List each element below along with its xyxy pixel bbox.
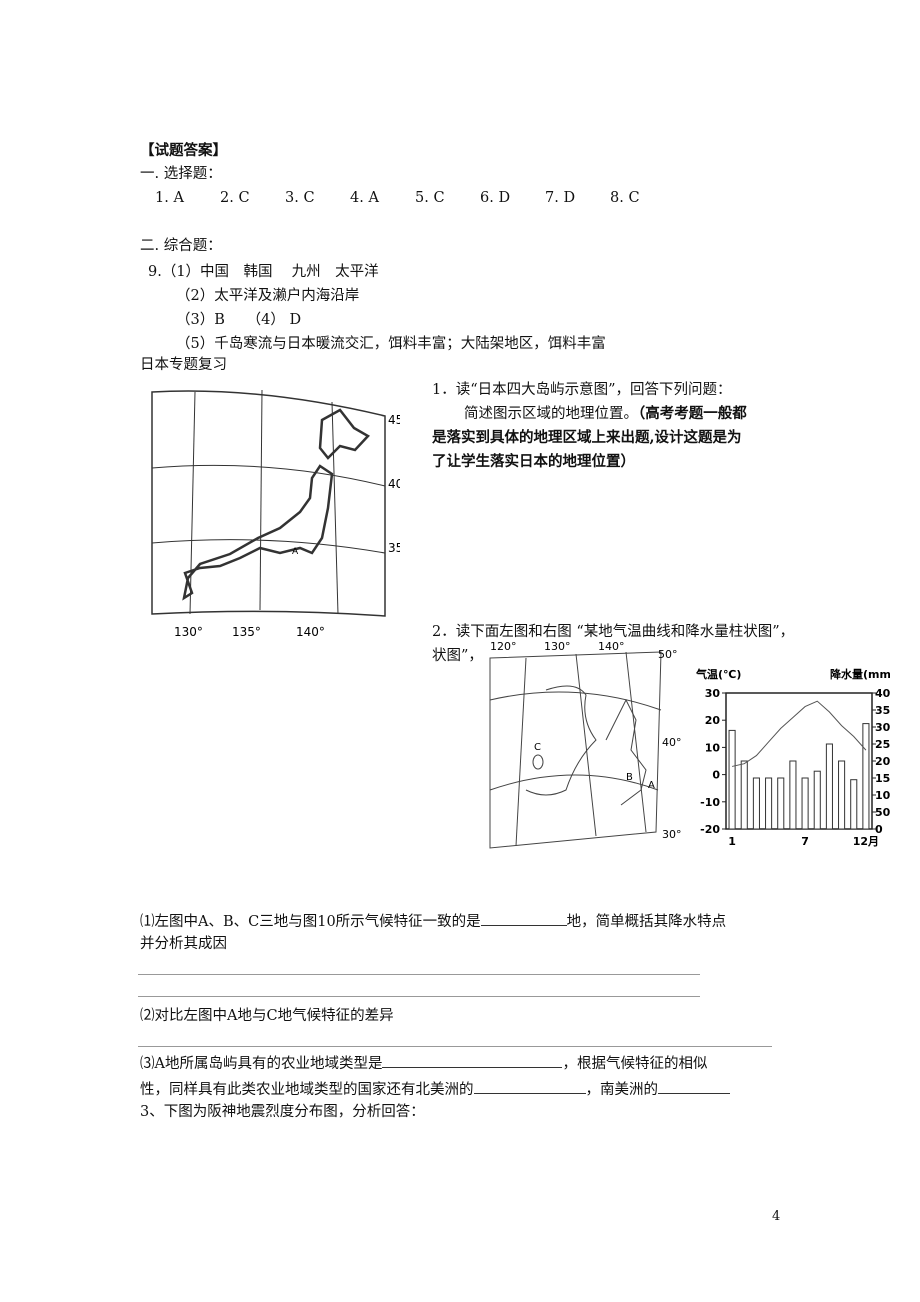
y2-tick-label: 300	[875, 721, 890, 734]
point-label: A	[648, 780, 655, 791]
text: ，南美洲的	[585, 1082, 659, 1098]
y2-tick-label: 250	[875, 738, 890, 751]
blank	[658, 1078, 730, 1094]
y2-tick-label: 100	[875, 789, 890, 802]
question: 简述图示区域的地理位置。（高考考题一般都	[464, 404, 747, 424]
heading: 【试题答案】	[140, 142, 227, 159]
lat-label: 45°	[388, 413, 400, 427]
east-asia-map: 120° 130° 140° 50° 40° 30° C B A	[489, 640, 682, 849]
answer: 8. C	[610, 190, 640, 206]
x-tick-label: 7	[801, 835, 809, 848]
y-tick-label: 30	[705, 687, 721, 700]
note: （高考考题一般都	[638, 405, 747, 422]
lat-label: 40°	[388, 477, 400, 491]
text: ，根据气候特征的相似	[562, 1056, 708, 1072]
answer: 3. C	[285, 190, 315, 206]
precip-bar	[789, 760, 797, 830]
answer: 2. C	[220, 190, 250, 206]
point-label: A	[292, 547, 299, 557]
y2-tick-label: 350	[875, 704, 890, 717]
answer: 1. A	[155, 190, 184, 206]
note: 是落实到具体的地理区域上来出题,设计这题是为	[432, 429, 742, 446]
part-title: 二. 综合题：	[140, 238, 222, 254]
y2-tick-label: 0	[875, 823, 883, 836]
y2-axis-title: 降水量(mm)	[830, 667, 890, 681]
lat-label: 30°	[662, 828, 682, 841]
y-tick-label: 10	[705, 741, 721, 754]
lon-label: 140°	[598, 640, 625, 653]
lat-label: 40°	[662, 736, 682, 749]
lon-label: 130°	[544, 640, 571, 653]
point-label: B	[626, 772, 633, 783]
answer: 5. C	[415, 190, 445, 206]
answer-line: （3）B （4） D	[176, 312, 302, 328]
y-axis-title: 气温(℃)	[695, 667, 741, 681]
blank	[480, 910, 567, 926]
y-tick-label: -20	[700, 823, 720, 836]
lon-label: 130°	[174, 625, 203, 639]
question: ⑵对比左图中A地与C地气候特征的差异	[140, 1008, 394, 1024]
question: 并分析其成因	[140, 936, 227, 952]
blank	[382, 1052, 563, 1068]
precip-bar	[862, 723, 870, 830]
precip-bar	[777, 777, 785, 830]
question: 3、下图为阪神地震烈度分布图，分析回答：	[140, 1104, 425, 1120]
part-title: 一. 选择题：	[140, 166, 222, 182]
y2-tick-label: 50	[875, 806, 890, 819]
answer-line	[138, 996, 700, 997]
y-tick-label: 0	[712, 769, 720, 782]
note: 了让学生落实日本的地理位置）	[432, 453, 635, 470]
blank	[473, 1078, 586, 1094]
y2-tick-label: 400	[875, 687, 890, 700]
y-tick-label: 20	[705, 714, 721, 727]
lat-label: 35°	[388, 541, 400, 555]
precip-bar	[740, 760, 748, 830]
y-tick-label: -10	[700, 796, 720, 809]
precip-bar	[838, 760, 846, 830]
answer-line	[138, 974, 700, 975]
point-label: C	[534, 742, 541, 753]
lon-label: 140°	[296, 625, 325, 639]
climate-chart: 气温(℃) 降水量(mm) -20-1001020300501001502002…	[695, 667, 890, 848]
y2-tick-label: 150	[875, 772, 890, 785]
question: ⑴左图中A、B、C三地与图10所示气候特征一致的是 地，简单概括其降水特点	[140, 910, 726, 932]
answer: 4. A	[350, 190, 379, 206]
question: 1．读“日本四大岛屿示意图”，回答下列问题：	[432, 382, 732, 398]
temp-line	[731, 700, 867, 767]
text: 性，同样具有此类农业地域类型的国家还有北美洲的	[140, 1082, 474, 1098]
precip-bar	[850, 779, 858, 830]
lon-label: 120°	[490, 640, 517, 653]
answer-line: 9.（1）中国 韩国 九州 太平洋	[148, 264, 379, 280]
answer-line	[138, 1046, 772, 1047]
answer-line: （2）太平洋及濑户内海沿岸	[176, 288, 360, 304]
answer-line: （5）千岛寒流与日本暖流交汇，饵料丰富；大陆架地区，饵料丰富	[176, 336, 606, 352]
x-tick-label: 1	[728, 835, 736, 848]
precip-bar	[801, 777, 809, 830]
lon-label: 135°	[232, 625, 261, 639]
page-number: 4	[772, 1209, 781, 1224]
text: ⑴左图中A、B、C三地与图10所示气候特征一致的是	[140, 914, 481, 930]
text: ⑶A地所属岛屿具有的农业地域类型是	[140, 1056, 383, 1072]
precip-bar	[752, 777, 760, 830]
question: ⑶A地所属岛屿具有的农业地域类型是 ，根据气候特征的相似	[140, 1052, 707, 1074]
precip-bar	[728, 729, 736, 830]
precip-bar	[825, 743, 833, 830]
question: 2．读下面左图和右图 “某地气温曲线和降水量柱状图”，	[432, 624, 795, 640]
x-tick-label: 12月	[853, 835, 879, 848]
answer: 6. D	[480, 190, 511, 206]
japan-map: 45° 40° 35° 130° 135° 140° A	[151, 389, 400, 639]
prompt: 简述图示区域的地理位置。	[464, 406, 638, 422]
lat-label: 50°	[658, 648, 678, 661]
precip-bar	[813, 770, 821, 830]
answer: 7. D	[545, 190, 576, 206]
text: 地，简单概括其降水特点	[566, 914, 727, 930]
precip-bar	[765, 777, 773, 830]
question: 性，同样具有此类农业地域类型的国家还有北美洲的 ，南美洲的	[140, 1078, 730, 1100]
question: 状图”，	[432, 648, 483, 664]
y2-tick-label: 200	[875, 755, 890, 768]
section-title: 日本专题复习	[140, 357, 227, 373]
